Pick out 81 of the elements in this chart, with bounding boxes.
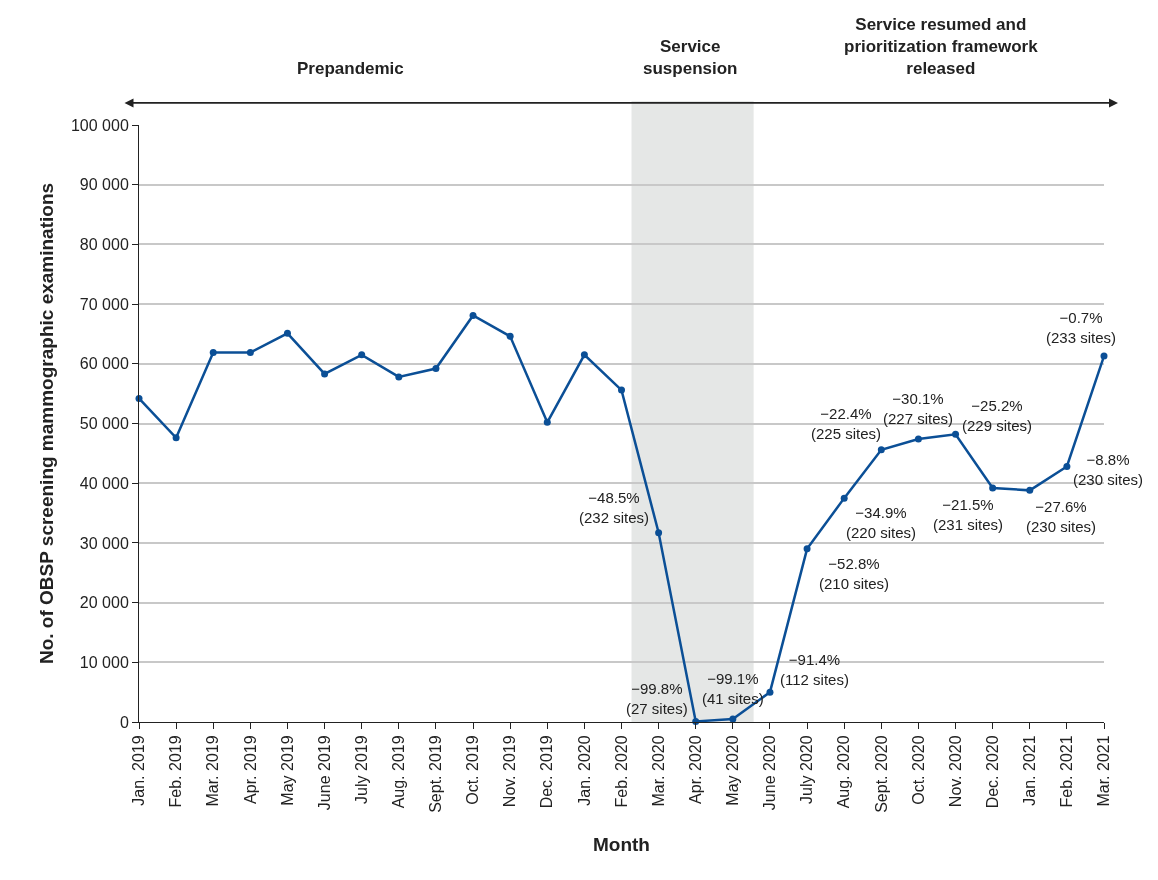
text: Service suspension [643,37,738,79]
x-tick-label: July 2020 [798,735,816,804]
point [432,365,440,373]
y-tick-label: 70 000 [79,295,129,313]
y-tick-label: 40 000 [79,474,129,492]
x-tick-label: June 2019 [315,735,333,811]
x-tick-label: Jan. 2021 [1020,735,1038,806]
x-tick-label: Mar. 2019 [204,735,222,807]
y-tick-label: 90 000 [79,176,129,194]
point [803,545,811,553]
point [1100,352,1108,360]
x-tick-label: Oct. 2019 [464,735,482,805]
annotation: −48.5% (232 sites) [579,489,650,526]
x-tick-label: Dec. 2019 [538,735,556,809]
x-tick-label: May 2019 [278,735,296,806]
point [952,430,960,438]
point [580,351,588,359]
annotation: −25.2% (229 sites) [962,397,1033,434]
point [543,418,551,426]
point [395,373,403,381]
y-tick-label: 50 000 [79,415,129,433]
point [506,332,514,340]
x-tick-label: Mar. 2021 [1095,735,1113,807]
x-tick-label: Jan. 2019 [130,735,148,806]
y-axis-title: No. of OBSP screening mammographic examinations [35,182,57,665]
annotation: −27.6% (230 sites) [1026,498,1097,535]
annotation: −30.1% (227 sites) [883,390,954,427]
y-tick-label: 60 000 [79,355,129,373]
y-tick-label: 20 000 [79,594,129,612]
x-tick-label: Apr. 2019 [241,735,259,804]
point [283,329,291,337]
point [914,435,922,443]
point [321,370,329,378]
point [877,446,885,454]
annotation: −99.1% (41 sites) [702,670,764,707]
x-tick-label: Mar. 2020 [649,735,667,807]
x-tick-label: Oct. 2020 [909,735,927,805]
x-tick-label: Apr. 2020 [686,735,704,804]
x-tick-label: Aug. 2019 [390,735,408,809]
point [766,688,774,696]
x-tick-label: Nov. 2020 [946,735,964,808]
x-axis-title: Month [593,833,650,855]
annotation: −52.8% (210 sites) [819,555,890,592]
x-tick-label: Feb. 2019 [167,735,185,808]
x-tick-label: May 2020 [724,735,742,806]
x-tick-label: Aug. 2020 [835,735,853,809]
x-tick-label: Sept. 2020 [872,735,890,813]
point [172,434,180,442]
y-tick-label: 80 000 [79,236,129,253]
point [655,529,663,537]
point [469,311,477,319]
y-tick-label: 10 000 [79,653,129,671]
x-tick-label: Sept. 2019 [427,735,445,813]
x-tick-label: Nov. 2019 [501,735,519,808]
y-tick-label: 100 000 [70,116,129,134]
annotation: −8.8% (230 sites) [1073,451,1144,488]
point [1063,462,1071,470]
x-tick-label: Feb. 2021 [1058,735,1076,808]
point [246,348,254,356]
annotation: −91.4% (112 sites) [780,651,849,688]
x-tick-label: July 2019 [352,735,370,804]
x-tick-label: Feb. 2020 [612,735,630,808]
point [209,348,217,356]
point [1026,486,1034,494]
point [729,715,737,723]
text: Prepandemic [297,59,404,78]
y-tick-label: 30 000 [79,534,129,552]
point [989,484,997,492]
y-tick-label: 0 [119,713,129,731]
annotation: −21.5% (231 sites) [933,496,1004,533]
point [358,351,366,359]
point [618,386,625,394]
text: Service resumed and prioritization framework released [844,15,1039,79]
x-tick-label: Dec. 2020 [983,735,1001,809]
annotation: −0.7% (233 sites) [1046,309,1117,346]
annotation: −99.8% (27 sites) [626,680,688,717]
annotation: −34.9% (220 sites) [846,504,917,541]
x-tick-label: June 2020 [761,735,779,811]
point [840,494,848,502]
annotation: −22.4% (225 sites) [811,405,882,442]
x-tick-label: Jan. 2020 [575,735,593,806]
